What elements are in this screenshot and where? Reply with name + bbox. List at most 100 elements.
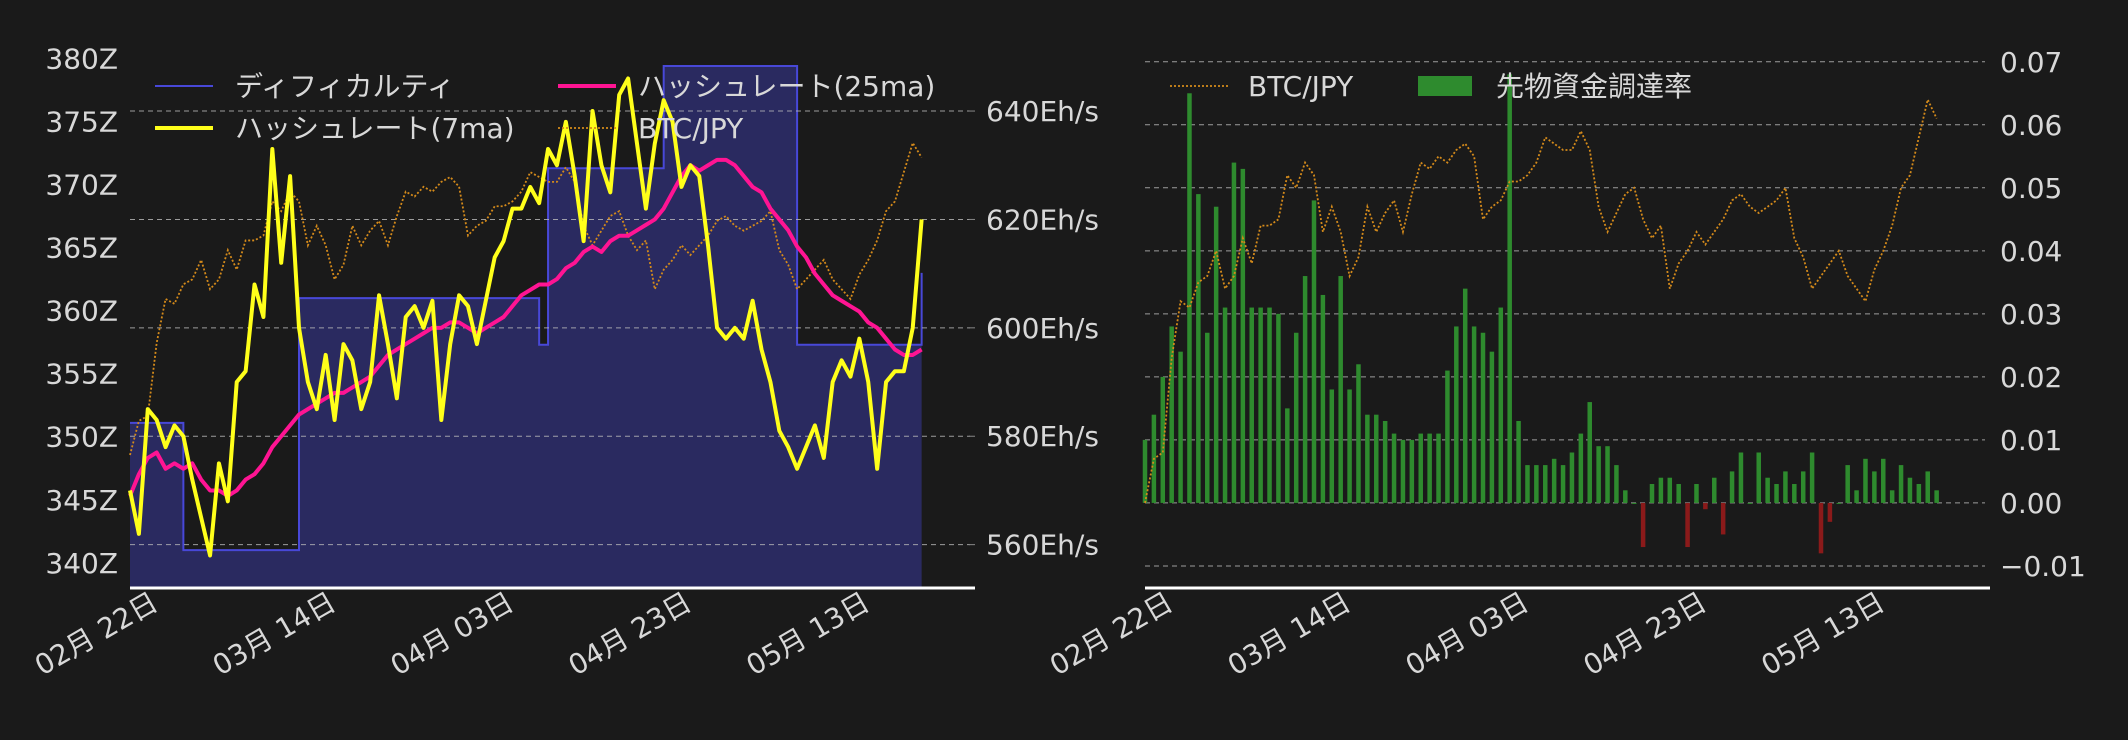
- funding-rate-bar: [1142, 439, 1148, 503]
- funding-rate-bar: [1178, 351, 1183, 503]
- x-tick-label: 02月 22日: [29, 585, 163, 682]
- x-tick-label: 04月 03日: [385, 585, 519, 682]
- funding-rate-bar: [1427, 433, 1432, 503]
- right-chart: BTC/JPY 先物資金調達率: [1142, 61, 1990, 590]
- funding-rate-bar: [1338, 276, 1343, 503]
- right-y-tick-label: 640Eh/s: [986, 95, 1099, 128]
- funding-rate-bar: [1578, 433, 1584, 503]
- difficulty-area: [130, 66, 922, 588]
- funding-rate-bar: [1400, 439, 1406, 503]
- funding-rate-bar: [1614, 465, 1619, 503]
- funding-rate-bar: [1196, 194, 1201, 503]
- funding-rate-bar: [1774, 484, 1779, 503]
- funding-rate-bar: [1889, 490, 1895, 503]
- funding-rate-bar: [1489, 351, 1495, 503]
- btcjpy-line: [1144, 96, 1938, 504]
- funding-rate-bar: [1551, 458, 1557, 503]
- funding-rate-bar: [1205, 332, 1210, 503]
- funding-rate-bar: [1925, 471, 1930, 503]
- legend-label: 先物資金調達率: [1496, 70, 1692, 103]
- x-tick-label: 04月 03日: [1400, 585, 1534, 682]
- funding-rate-bar: [1285, 408, 1290, 503]
- funding-rate-bar: [1703, 502, 1708, 510]
- funding-rate-bar: [1240, 168, 1246, 503]
- left-y-tick-label: 340Z: [45, 547, 118, 580]
- funding-rate-bar: [1596, 446, 1601, 503]
- funding-rate-bar: [1845, 465, 1850, 503]
- x-tick-label: 03月 14日: [207, 585, 341, 682]
- right-y-tick-label: 620Eh/s: [986, 203, 1099, 236]
- funding-rate-bar: [1516, 420, 1521, 503]
- right-y-tick-label: 0.05: [2000, 172, 2062, 205]
- right-y-tick-label: 560Eh/s: [986, 529, 1099, 562]
- x-tick-label: 05月 13日: [1756, 585, 1890, 682]
- right-y-tick-label: −0.01: [2000, 550, 2086, 583]
- funding-rate-bar: [1587, 402, 1592, 503]
- funding-rate-bar: [1356, 364, 1361, 503]
- funding-rate-bar: [1640, 502, 1646, 548]
- funding-rate-bar: [1800, 471, 1806, 503]
- difficulty-line: [130, 65, 923, 552]
- left-y-tick-label: 365Z: [45, 232, 118, 265]
- funding-rate-bar: [1738, 452, 1744, 503]
- funding-rate-bar: [1694, 484, 1699, 503]
- funding-rate-bar: [1916, 484, 1922, 503]
- funding-rate-bar: [1160, 376, 1166, 503]
- legend-label: ディフィカルティ: [235, 70, 455, 103]
- funding-rate-bar: [1445, 370, 1450, 503]
- funding-rate-bar: [1347, 389, 1352, 503]
- left-y-tick-label: 375Z: [45, 106, 118, 139]
- funding-rate-bar: [1374, 414, 1379, 503]
- left-y-tick-label: 370Z: [45, 169, 118, 202]
- funding-rate-bar: [1302, 276, 1308, 503]
- funding-rate-bar: [1480, 332, 1486, 503]
- funding-rate-bar: [1658, 477, 1664, 503]
- funding-rate-bar: [1293, 332, 1299, 503]
- funding-rate-bar: [1276, 313, 1281, 503]
- funding-rate-bar: [1169, 326, 1174, 503]
- right-y-tick-label: 0.00: [2000, 487, 2062, 520]
- funding-rate-bar: [1391, 433, 1397, 503]
- funding-rate-bar: [1934, 490, 1939, 503]
- funding-rate-bar: [1320, 294, 1326, 503]
- funding-rate-bar: [1712, 477, 1717, 503]
- funding-rate-bar: [1471, 326, 1477, 503]
- funding-rate-bar: [1631, 502, 1637, 504]
- hashrate-7ma-line: [128, 76, 924, 558]
- funding-rate-bar: [1756, 452, 1761, 503]
- funding-rate-bar: [1329, 389, 1335, 503]
- funding-rate-bar: [1863, 458, 1868, 503]
- legend-label: ハッシュレート(25ma): [638, 70, 935, 103]
- funding-rate-bar: [1222, 307, 1228, 503]
- funding-rate-bar: [1765, 477, 1770, 503]
- funding-rate-bar: [1667, 477, 1673, 503]
- funding-rate-bar: [1507, 74, 1512, 503]
- right-y-tick-label: 0.07: [2000, 46, 2062, 79]
- funding-rate-bar: [1543, 465, 1548, 503]
- funding-rate-bar: [1267, 307, 1272, 503]
- x-tick-label: 04月 23日: [1578, 585, 1712, 682]
- btcjpy-line: [129, 140, 923, 456]
- left-y-tick-label: 380Z: [45, 43, 118, 76]
- funding-rate-bar: [1809, 452, 1815, 503]
- funding-rate-bar: [1818, 502, 1824, 554]
- legend-label: ハッシュレート(7ma): [235, 112, 515, 145]
- funding-rate-bar: [1382, 420, 1388, 503]
- funding-rate-bar: [1498, 307, 1504, 503]
- right-y-tick-label: 0.02: [2000, 361, 2062, 394]
- funding-rate-bar: [1525, 465, 1530, 503]
- legend-label: BTC/JPY: [638, 112, 744, 145]
- funding-rate-bar: [1685, 502, 1690, 548]
- funding-rate-bar: [1365, 414, 1370, 503]
- funding-rate-bar: [1560, 465, 1566, 503]
- left-y-tick-label: 345Z: [45, 484, 118, 517]
- funding-rate-bar: [1418, 433, 1423, 503]
- left-y-tick-label: 350Z: [45, 421, 118, 454]
- funding-rate-bar: [1836, 502, 1842, 504]
- funding-rate-bar: [1569, 452, 1575, 503]
- funding-rate-bar: [1729, 471, 1735, 503]
- funding-rate-bar: [1854, 490, 1859, 503]
- right-y-tick-label: 600Eh/s: [986, 312, 1099, 345]
